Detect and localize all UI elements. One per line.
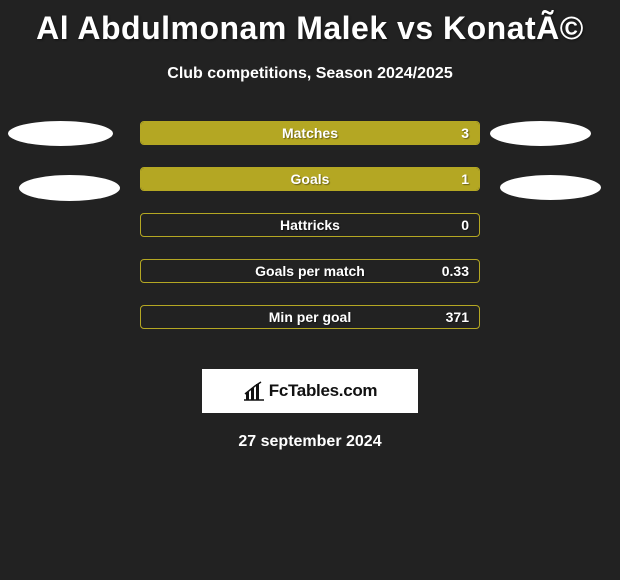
stat-row-matches: Matches 3: [140, 121, 480, 145]
stat-row-min-per-goal: Min per goal 371: [140, 305, 480, 329]
player-ellipse-left-1: [8, 121, 113, 146]
stat-label: Goals per match: [255, 263, 365, 279]
stat-row-goals-per-match: Goals per match 0.33: [140, 259, 480, 283]
brand-text: FcTables.com: [269, 381, 378, 401]
stat-row-goals: Goals 1: [140, 167, 480, 191]
stat-value: 0.33: [442, 263, 469, 279]
brand-inner: FcTables.com: [243, 381, 378, 401]
player-ellipse-left-2: [19, 175, 120, 201]
chart-area: Matches 3 Goals 1 Hattricks 0 Goals per …: [0, 121, 620, 361]
page-title: Al Abdulmonam Malek vs KonatÃ©: [0, 0, 620, 47]
stat-label: Matches: [282, 125, 338, 141]
footer-date: 27 september 2024: [0, 433, 620, 451]
brand-box[interactable]: FcTables.com: [202, 369, 418, 413]
subtitle: Club competitions, Season 2024/2025: [0, 65, 620, 83]
player-ellipse-right-1: [490, 121, 591, 146]
stat-row-hattricks: Hattricks 0: [140, 213, 480, 237]
stat-value: 1: [461, 171, 469, 187]
stat-label: Goals: [291, 171, 330, 187]
stat-value: 3: [461, 125, 469, 141]
stat-label: Hattricks: [280, 217, 340, 233]
bar-chart-icon: [243, 381, 265, 401]
player-ellipse-right-2: [500, 175, 601, 200]
stat-value: 371: [446, 309, 469, 325]
stat-label: Min per goal: [269, 309, 351, 325]
stat-value: 0: [461, 217, 469, 233]
